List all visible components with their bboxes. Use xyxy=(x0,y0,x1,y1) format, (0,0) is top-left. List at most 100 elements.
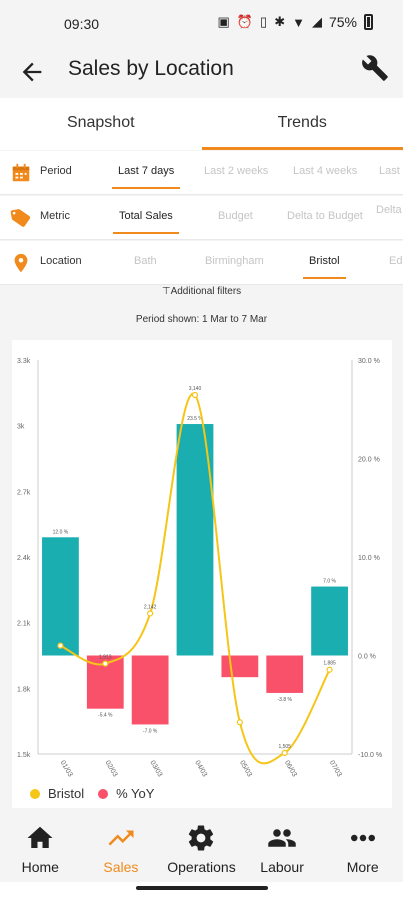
metric-option-budget[interactable]: Budget xyxy=(218,210,253,222)
chart-legend: Bristol % YoY xyxy=(30,786,154,801)
bristol-point xyxy=(281,749,288,757)
yoy-bar-label: 23.5 % xyxy=(187,416,203,422)
bristol-point xyxy=(236,719,243,726)
bluetooth-icon: ✱ xyxy=(274,14,286,29)
trending-up-icon xyxy=(108,830,134,846)
bristol-point-label: 1,505 xyxy=(278,744,291,750)
nfc-icon: ▣ xyxy=(217,14,230,29)
bristol-point-label: 3,140 xyxy=(189,386,202,392)
bristol-point xyxy=(147,610,154,617)
yoy-bar-label: -3.8 % xyxy=(277,697,292,703)
y-tick-right: 10.0 % xyxy=(358,555,380,562)
x-tick-label: 01/03 xyxy=(59,760,74,779)
location-option-bath[interactable]: Bath xyxy=(134,255,157,267)
metric-option-total-sales[interactable]: Total Sales xyxy=(113,210,179,234)
battery-percent: 75% xyxy=(328,14,357,30)
x-tick-label: 06/03 xyxy=(283,760,298,779)
y-tick-left: 1.8k xyxy=(17,686,31,693)
metric-label: Metric xyxy=(40,210,70,222)
legend-yoy-label: % YoY xyxy=(116,786,155,801)
status-time: 09:30 xyxy=(64,16,100,32)
bristol-point-label: 1,913 xyxy=(99,655,112,661)
yoy-bar xyxy=(266,655,304,693)
alarm-icon: ⏰ xyxy=(236,14,254,29)
x-tick-label: 03/03 xyxy=(148,760,163,779)
status-bar: 09:30 ▣ ⏰ ▯ ✱ ▼ ◢ 75% xyxy=(0,0,403,46)
yoy-bar-label: 7.0 % xyxy=(323,579,336,585)
vibrate-icon: ▯ xyxy=(260,14,268,29)
y-tick-left: 2.7k xyxy=(17,489,31,496)
period-option-last-4-weeks[interactable]: Last 4 weeks xyxy=(293,165,358,177)
bristol-sales-line xyxy=(59,392,331,765)
metric-option-delta-to-budget[interactable]: Delta to Budget xyxy=(287,210,363,222)
yoy-bar xyxy=(221,655,259,678)
nav-more[interactable]: More xyxy=(322,817,403,882)
period-option-last-7-days[interactable]: Last 7 days xyxy=(111,165,181,189)
page-title: Sales by Location xyxy=(68,57,234,80)
x-tick-label: 05/03 xyxy=(238,760,253,779)
yoy-bar xyxy=(131,655,169,725)
period-option-last-2-weeks[interactable]: Last 2 weeks xyxy=(204,165,269,177)
legend-yoy-swatch xyxy=(98,788,109,799)
yoy-bar-label: -7.0 % xyxy=(143,728,158,734)
legend-bristol-label: Bristol xyxy=(48,786,85,801)
legend-bristol-swatch xyxy=(30,788,40,799)
period-option-more[interactable]: Last xyxy=(379,165,400,177)
y-tick-right: 30.0 % xyxy=(358,358,380,365)
nav-sales-label: Sales xyxy=(103,859,139,875)
location-label: Location xyxy=(40,255,82,267)
yoy-bar xyxy=(176,424,214,656)
nav-labour[interactable]: Labour xyxy=(242,817,323,882)
sales-chart-card: 3.3k 3k 2.7k 2.4k 2.1k 1.8k 1.5k 30.0 % 20.0 % 10… xyxy=(12,340,392,808)
status-icons: ▣ ⏰ ▯ ✱ ▼ ◢ 75% xyxy=(218,14,373,30)
more-dots-icon xyxy=(350,834,375,842)
back-arrow-icon[interactable] xyxy=(18,58,46,86)
tab-trends[interactable]: Trends xyxy=(201,98,403,150)
nav-operations[interactable]: Operations xyxy=(161,817,242,882)
bristol-point-label: 1,885 xyxy=(323,661,336,667)
calendar-icon xyxy=(12,163,30,182)
nav-more-label: More xyxy=(346,859,379,875)
bristol-point xyxy=(57,642,64,649)
yoy-bar xyxy=(42,537,79,656)
y-tick-left: 3.3k xyxy=(17,358,31,365)
battery-icon xyxy=(364,14,373,30)
gear-icon xyxy=(189,825,214,851)
additional-filters-link[interactable]: ⊤Additional filters xyxy=(0,286,403,297)
y-tick-left: 2.4k xyxy=(17,555,31,562)
nav-home-label: Home xyxy=(21,859,59,875)
nav-operations-label: Operations xyxy=(167,859,236,875)
location-option-more[interactable]: Ed xyxy=(389,255,403,267)
additional-filters-label: Additional filters xyxy=(170,286,242,297)
bristol-point xyxy=(102,660,109,667)
yoy-bar-label: 12.0 % xyxy=(53,529,69,535)
y-tick-right: -10.0 % xyxy=(358,752,382,759)
y-tick-left: 2.1k xyxy=(17,621,31,628)
bristol-point xyxy=(326,666,333,673)
signal-icon: ◢ xyxy=(311,14,322,29)
nav-home[interactable]: Home xyxy=(0,817,81,882)
metric-option-more[interactable]: Delta xyxy=(376,204,402,216)
metric-filter-row: Metric Total Sales Budget Delta to Budge… xyxy=(0,196,403,240)
people-icon xyxy=(268,829,296,847)
location-option-bristol[interactable]: Bristol xyxy=(303,255,346,279)
y-tick-left: 1.5k xyxy=(17,752,31,759)
y-tick-right: 0.0 % xyxy=(358,654,376,661)
sales-chart: 3.3k 3k 2.7k 2.4k 2.1k 1.8k 1.5k 30.0 % 20.0 % 10… xyxy=(17,358,382,779)
gesture-handle[interactable] xyxy=(136,886,268,890)
wrench-icon[interactable] xyxy=(361,54,389,82)
y-tick-right: 20.0 % xyxy=(358,457,380,464)
bristol-point-label: 2,142 xyxy=(144,604,157,610)
nav-sales[interactable]: Sales xyxy=(81,817,162,882)
yoy-bar xyxy=(311,586,348,656)
wifi-icon: ▼ xyxy=(292,14,305,30)
x-tick-label: 04/03 xyxy=(193,760,208,779)
x-tick-label: 07/03 xyxy=(328,760,343,779)
location-option-birmingham[interactable]: Birmingham xyxy=(205,255,264,267)
tab-snapshot[interactable]: Snapshot xyxy=(66,114,135,131)
x-tick-label: 02/03 xyxy=(104,760,119,779)
bristol-point xyxy=(191,391,199,399)
gesture-bar xyxy=(0,882,403,900)
yoy-bar-label: -5.4 % xyxy=(98,713,113,719)
filter-funnel-icon: ⊤ xyxy=(161,286,171,297)
